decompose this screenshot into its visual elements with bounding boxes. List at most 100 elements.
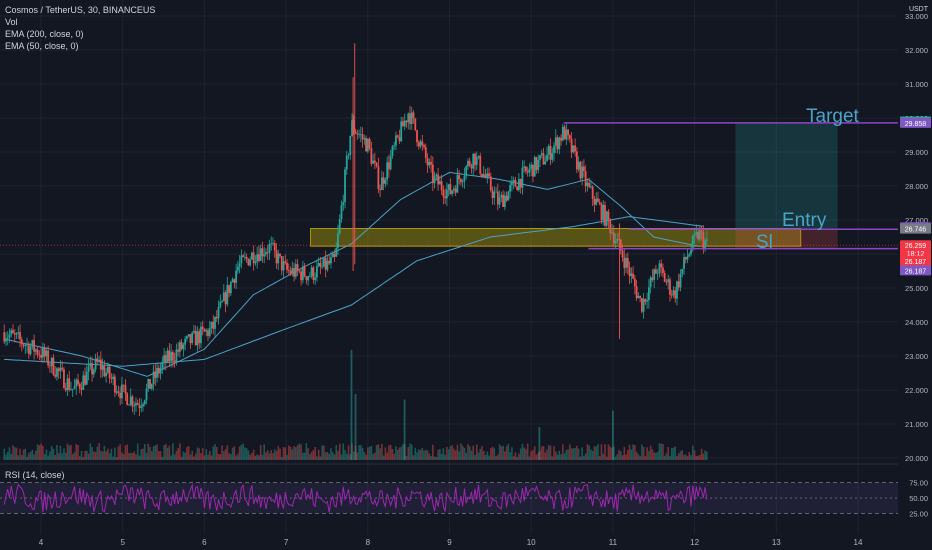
candle-body [296, 264, 299, 271]
volume-bar [565, 449, 568, 460]
volume-bar [214, 444, 216, 460]
volume-bar [518, 453, 520, 460]
candle-body [187, 334, 190, 337]
candle-body [491, 190, 494, 198]
candle-body [243, 256, 246, 258]
volume-bar [384, 447, 387, 460]
candle-body [544, 161, 547, 165]
candle-body [170, 352, 173, 361]
candle-body [15, 333, 18, 335]
volume-bar [367, 447, 369, 460]
candle-body [602, 205, 605, 221]
price-axis[interactable]: USDT33.00032.00031.00030.00029.00028.000… [898, 0, 932, 550]
candle-body [681, 268, 684, 274]
candle-body [488, 173, 490, 177]
candle-body [595, 198, 598, 205]
vol-indicator-label[interactable]: Vol [5, 17, 18, 27]
ema200-indicator-label[interactable]: EMA (200, close, 0) [5, 29, 84, 39]
candle-body [676, 281, 678, 299]
candle-body [133, 405, 136, 407]
candle-body [85, 371, 88, 385]
volume-bar [370, 445, 373, 460]
volume-bar [205, 449, 208, 460]
volume-bar [275, 450, 278, 460]
volume-bar [439, 448, 441, 460]
volume-bar [282, 447, 285, 460]
candle-body [683, 257, 685, 269]
volume-bar [374, 452, 376, 460]
candle-body [159, 367, 162, 374]
candle-body [36, 349, 39, 355]
volume-bar [154, 445, 157, 460]
volume-bar [326, 452, 329, 460]
volume-bar [52, 448, 55, 460]
volume-bar [77, 444, 79, 460]
candle-body [98, 359, 100, 362]
candle-body [31, 340, 34, 347]
candle-body [47, 350, 50, 366]
candle-body [539, 155, 541, 160]
candle-body [549, 145, 552, 160]
candle-body [80, 388, 83, 390]
volume-bar [684, 454, 687, 460]
candle-body [581, 166, 584, 179]
time-tick: 8 [366, 538, 371, 547]
volume-bar [122, 454, 125, 460]
volume-bar [396, 449, 399, 460]
time-axis[interactable]: 4 5 6 7 8 9 10 11 12 13 14 [39, 538, 863, 547]
candle-body [500, 194, 503, 198]
rsi-indicator-label[interactable]: RSI (14, close) [5, 470, 65, 480]
volume-bar [71, 453, 74, 460]
symbol-title[interactable]: Cosmos / TetherUS, 30, BINANCEUS [5, 5, 156, 15]
candle-body [231, 279, 234, 283]
candle-body [135, 403, 137, 406]
volume-bar [377, 444, 380, 460]
volume-bar [451, 445, 453, 460]
volume-bar [115, 456, 118, 460]
volume-bar [133, 451, 136, 460]
volume-bar [310, 451, 313, 460]
candle-body [556, 137, 559, 150]
volume-bar [398, 447, 401, 460]
candle-body [215, 316, 218, 319]
volume-bar [238, 446, 241, 460]
volume-bar [681, 450, 684, 460]
candle-body [458, 175, 461, 180]
candle-body [644, 298, 647, 302]
candle-body [344, 169, 346, 203]
candle-body [377, 166, 380, 190]
candle-body [140, 406, 143, 408]
volume-bar [628, 444, 631, 460]
volume-bar [358, 445, 360, 460]
volume-bar [692, 445, 694, 460]
volume-bar [526, 443, 529, 460]
volume-bar [208, 451, 211, 460]
candle-body [454, 188, 457, 193]
volume-bar [507, 443, 510, 460]
volume-bar [284, 447, 287, 460]
volume-bar [217, 454, 220, 460]
volume-bar [470, 450, 473, 460]
candle-body [698, 230, 701, 240]
candle-body [375, 162, 378, 167]
volume-bar [138, 455, 141, 460]
candle-body [236, 266, 239, 271]
candle-body [667, 279, 670, 283]
volume-bar [488, 455, 490, 460]
volume-bar [170, 455, 172, 460]
candle-body [333, 253, 336, 257]
target-profit-box [735, 122, 838, 229]
candle-body [393, 145, 396, 147]
candle-body [447, 184, 450, 190]
volume-bar [458, 451, 460, 460]
candle-body [252, 252, 255, 264]
volume-bar [265, 452, 267, 460]
candle-body [461, 181, 464, 183]
volume-bar [6, 451, 9, 460]
volume-bar [372, 453, 374, 460]
price-badge-bg [900, 255, 931, 266]
candle-body [142, 404, 144, 407]
volume-bar [150, 451, 153, 460]
ema50-indicator-label[interactable]: EMA (50, close, 0) [5, 41, 79, 51]
volume-bar [54, 455, 56, 460]
